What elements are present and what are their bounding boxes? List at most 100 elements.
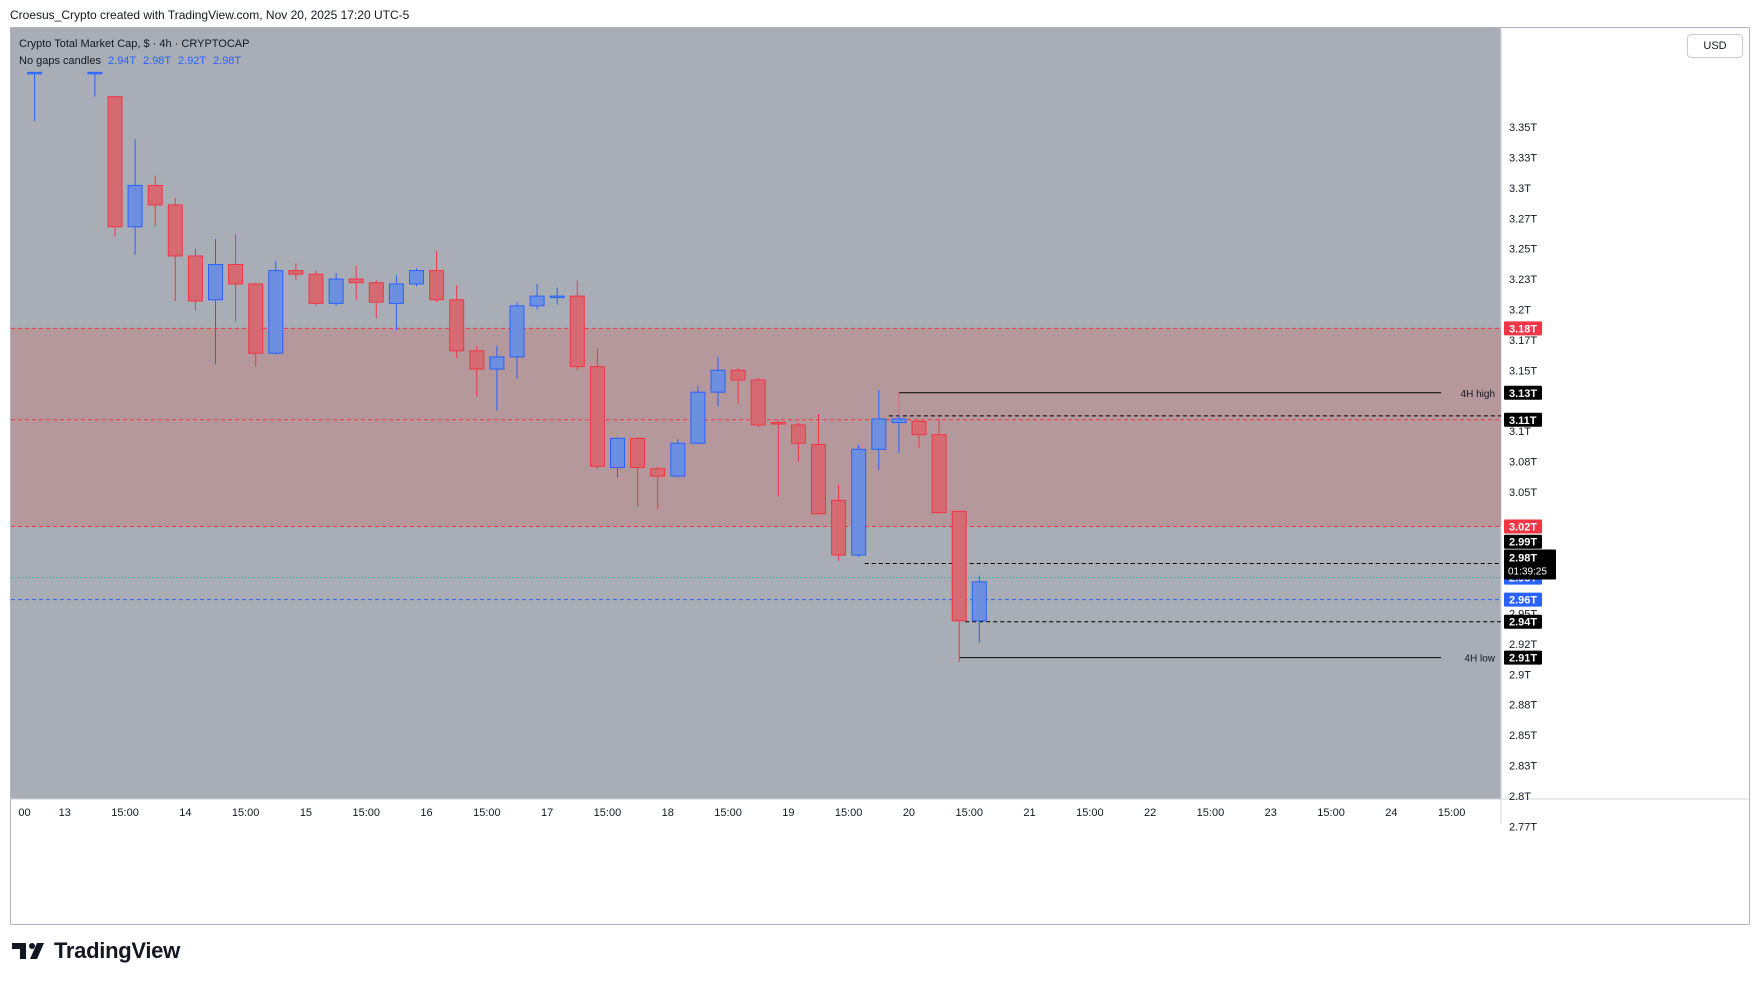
legend-style: No gaps candles: [19, 55, 101, 67]
candle-body: [167, 204, 183, 257]
x-tick-7: 16: [420, 807, 432, 819]
x-tick-9: 17: [541, 807, 553, 819]
candle-body: [409, 270, 424, 285]
candle-42: [911, 420, 927, 449]
candle-body: [509, 305, 525, 358]
price-tag-bg: [1504, 534, 1542, 549]
candle-45: [971, 575, 987, 643]
candle-17: [409, 268, 424, 287]
x-tick-16: 15:00: [955, 807, 983, 819]
price-tag-label: 2.99T: [1509, 537, 1537, 549]
currency-button[interactable]: USD: [1687, 34, 1743, 58]
price-tag-label: 3.02T: [1509, 522, 1537, 534]
level-label-4: 4H low: [1464, 654, 1495, 665]
candle-14: [348, 265, 364, 300]
price-tag-label: 3.13T: [1509, 388, 1537, 400]
y-tick-9: 3.1T: [1509, 426, 1531, 438]
candle-body: [650, 468, 666, 477]
candle-32: [710, 356, 726, 407]
x-tick-22: 15:00: [1317, 807, 1345, 819]
candle-body: [710, 369, 726, 393]
candle-43: [931, 418, 947, 514]
candle-40: [871, 389, 887, 470]
y-tick-14: 2.9T: [1509, 669, 1531, 681]
price-axis-background: [1501, 28, 1749, 924]
resistance-zone: [11, 328, 1501, 527]
y-tick-4: 3.25T: [1509, 244, 1537, 256]
brand-footer[interactable]: TradingView: [12, 938, 180, 964]
price-tag-3: 3.02T: [1504, 519, 1542, 534]
candlestick-chart[interactable]: 4H high 4H low 3.35T 3.33T 3.3T 3.27T 3.25T 3.2…: [11, 28, 1749, 924]
candle-body: [971, 581, 987, 622]
candle-body: [951, 510, 967, 622]
price-tag-label: 3.11T: [1509, 415, 1537, 427]
candle-15: [368, 280, 384, 318]
candle-body: [831, 499, 847, 556]
candle-24: [549, 287, 565, 305]
y-tick-11: 3.05T: [1509, 487, 1537, 499]
candle-body: [610, 437, 625, 469]
brand-name: TradingView: [54, 938, 180, 963]
candle-2: [107, 96, 123, 237]
candle-body: [288, 270, 304, 275]
candle-0: [27, 71, 43, 121]
x-tick-8: 15:00: [473, 807, 501, 819]
candle-body: [911, 420, 927, 436]
candle-body: [187, 255, 203, 302]
countdown-bg: [1504, 549, 1556, 580]
candle-body: [248, 283, 264, 354]
candle-1: [87, 71, 103, 97]
x-tick-5: 15: [300, 807, 312, 819]
y-tick-19: 2.77T: [1509, 821, 1537, 833]
price-tag-label: 2.96T: [1509, 595, 1537, 607]
candle-body: [87, 71, 103, 75]
x-tick-13: 19: [782, 807, 794, 819]
x-tick-0: 00: [18, 807, 30, 819]
candle-10: [268, 260, 284, 355]
x-tick-21: 23: [1265, 807, 1277, 819]
candle-35: [770, 420, 786, 497]
legend-low: 2.92T: [178, 55, 206, 67]
candle-body: [388, 283, 404, 304]
y-tick-15: 2.88T: [1509, 700, 1537, 712]
price-tag-bg: [1504, 592, 1542, 607]
price-tag-label: 3.18T: [1509, 323, 1537, 335]
candle-body: [690, 391, 706, 444]
y-tick-6: 3.2T: [1509, 304, 1531, 316]
candle-25: [569, 280, 585, 371]
candle-body: [871, 418, 887, 450]
candle-36: [790, 422, 806, 462]
candle-30: [670, 439, 686, 478]
x-tick-24: 15:00: [1438, 807, 1466, 819]
candle-body: [589, 366, 605, 467]
candle-body: [147, 184, 163, 206]
candle-body: [27, 71, 43, 75]
candle-body: [569, 295, 585, 368]
candle-28: [630, 437, 646, 507]
y-tick-17: 2.83T: [1509, 760, 1537, 772]
x-tick-2: 15:00: [111, 807, 139, 819]
y-tick-7: 3.17T: [1509, 335, 1537, 347]
candle-27: [610, 437, 625, 478]
candle-19: [449, 285, 465, 359]
candle-body: [750, 379, 766, 426]
candle-body: [127, 184, 143, 228]
price-tag-bg: [1504, 519, 1542, 534]
x-tick-18: 15:00: [1076, 807, 1104, 819]
price-tag-7: 2.94T: [1504, 614, 1542, 629]
chart-panel[interactable]: 4H high 4H low 3.35T 3.33T 3.3T 3.27T 3.25T 3.2…: [10, 27, 1750, 925]
candle-body: [811, 443, 826, 515]
x-tick-17: 21: [1023, 807, 1035, 819]
price-tag-bg: [1504, 650, 1542, 665]
candle-body: [228, 263, 244, 285]
tradingview-logo-icon: [12, 943, 44, 959]
candle-38: [831, 484, 847, 562]
candle-body: [489, 356, 505, 370]
candle-31: [690, 386, 706, 445]
candle-body: [107, 96, 123, 228]
x-tick-12: 15:00: [714, 807, 742, 819]
price-tag-1: 3.13T: [1504, 385, 1542, 400]
price-tag-6: 2.96T: [1504, 592, 1542, 607]
footer-strip: [11, 824, 1749, 924]
candle-body: [931, 434, 947, 514]
